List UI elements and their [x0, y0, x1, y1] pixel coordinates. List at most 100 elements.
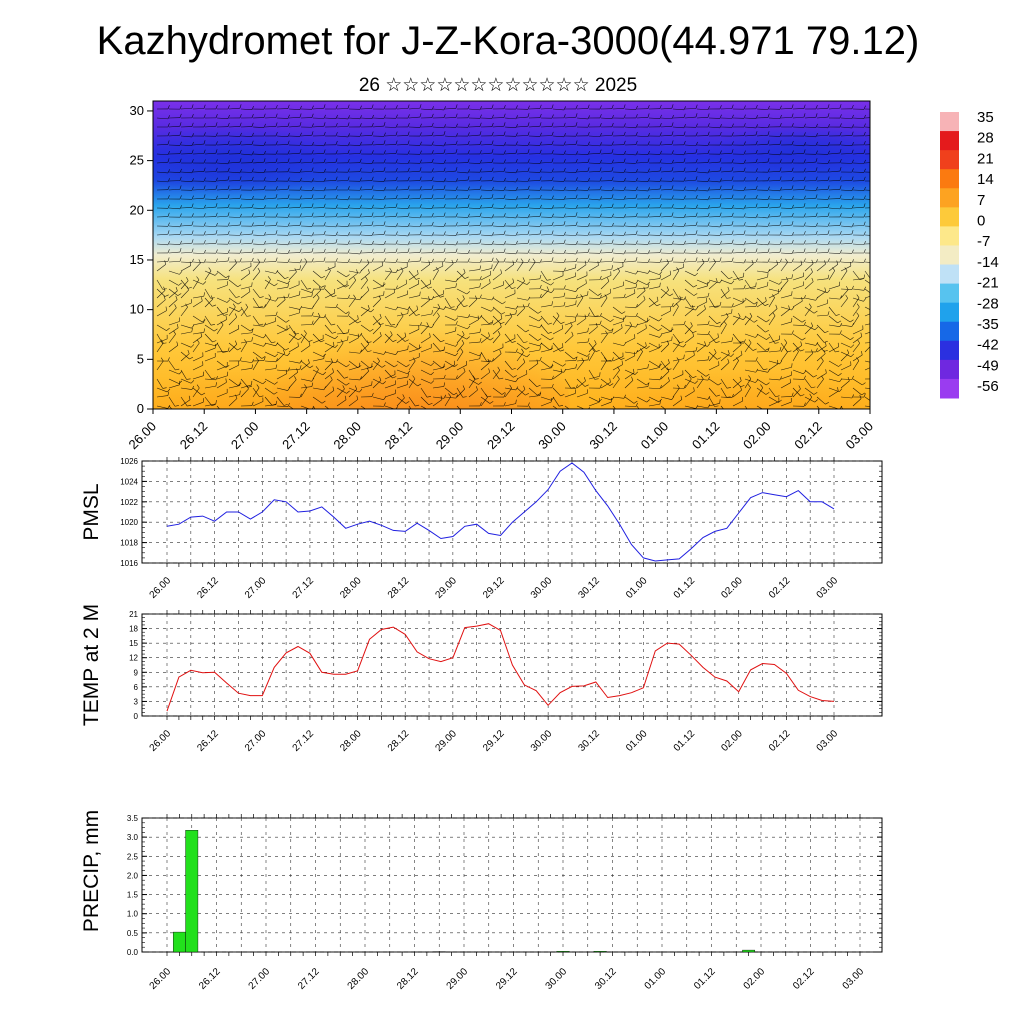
warm-core-3: [600, 337, 880, 487]
wind-barb-flag: [871, 279, 875, 280]
wind-barb-flag: [876, 106, 878, 110]
ytick-label: 9: [134, 668, 139, 677]
section-ytick-label: 15: [130, 252, 144, 267]
colorbar-label: 7: [977, 192, 985, 209]
xtick-label: 30.00: [544, 966, 570, 992]
xtick-label: 01.00: [624, 728, 650, 754]
colorbar-label: -28: [977, 295, 999, 312]
colorbar-swatch: [940, 131, 959, 151]
wind-barb-flag: [876, 249, 877, 253]
colorbar-swatch: [940, 265, 959, 285]
wind-barb-flag: [876, 124, 878, 128]
TEMP at 2 M-axis-title: TEMP at 2 M: [80, 604, 103, 726]
colorbar-label: -56: [977, 378, 999, 395]
xtick-label: 02.00: [742, 966, 768, 992]
ytick-label: 2.0: [127, 871, 139, 880]
section-ytick-label: 25: [130, 153, 144, 168]
cold-core-2: [710, 125, 890, 175]
wind-barb-flag: [876, 158, 877, 162]
wind-barb-flag: [824, 413, 828, 414]
xtick-label: 03.00: [841, 966, 867, 992]
wind-barb-flag: [728, 413, 732, 414]
chart-title: Kazhydromet for J-Z-Kora-3000(44.971 79.…: [97, 19, 920, 63]
wind-barb-flag: [876, 213, 877, 217]
section-xtick-label: 27.12: [279, 419, 313, 453]
ytick-label: 1.0: [127, 910, 139, 919]
colorbar-label: -35: [977, 316, 999, 333]
ytick-label: 1026: [120, 457, 138, 466]
PMSL-frame: [142, 461, 882, 563]
xtick-label: 26.12: [195, 575, 221, 601]
wind-barb-flag: [876, 177, 877, 181]
wind-barb-flag: [298, 410, 301, 412]
section-xtick-label: 28.12: [382, 419, 416, 453]
xtick-label: 27.00: [247, 966, 273, 992]
xtick-label: 01.12: [692, 966, 718, 992]
colorbar-swatch: [940, 245, 959, 265]
colorbar-swatch: [940, 207, 959, 227]
xtick-label: 01.00: [624, 575, 650, 601]
wind-barb-flag: [224, 413, 228, 414]
PRECIP, mm-axis-title: PRECIP, mm: [80, 810, 103, 932]
wind-barb-flag: [670, 410, 673, 412]
xtick-label: 02.12: [767, 575, 793, 601]
section-xtick-label: 26.12: [177, 419, 211, 453]
warm-core-1: [270, 272, 570, 552]
xtick-label: 27.12: [291, 728, 317, 754]
wind-barb-flag: [876, 169, 878, 173]
ytick-label: 21: [129, 610, 138, 619]
section-xtick-label: 27.00: [228, 419, 262, 453]
wind-barb-flag: [876, 131, 877, 135]
wind-barb-flag: [876, 360, 878, 363]
ytick-label: 1022: [120, 498, 138, 507]
colorbar-swatch: [940, 379, 959, 399]
section-ytick-label: 5: [137, 351, 144, 366]
xtick-label: 01.12: [672, 575, 698, 601]
section-xtick-label: 01.12: [689, 419, 723, 453]
ytick-label: 18: [129, 625, 138, 634]
colorbar-label: 28: [977, 130, 994, 147]
colorbar-label: -49: [977, 357, 999, 374]
wind-barb-flag: [370, 410, 373, 412]
xtick-label: 28.00: [338, 575, 364, 601]
xtick-label: 30.12: [576, 728, 602, 754]
colorbar-swatch: [940, 303, 959, 323]
xtick-label: 26.00: [148, 575, 174, 601]
wind-barb-flag: [874, 293, 877, 295]
wind-barb-flag: [871, 340, 873, 344]
colorbar-label: 21: [977, 150, 994, 167]
ytick-label: 0.5: [127, 929, 139, 938]
wind-barb-flag: [847, 415, 851, 416]
wind-barb-flag: [319, 414, 323, 415]
xtick-label: 26.00: [148, 966, 174, 992]
wind-barb-flag: [876, 375, 877, 379]
xtick-label: 28.00: [346, 966, 372, 992]
xtick-label: 28.12: [386, 728, 412, 754]
xtick-label: 29.12: [481, 728, 507, 754]
ytick-label: 1024: [120, 477, 138, 486]
wind-barb-flag: [876, 187, 878, 191]
xtick-label: 29.00: [434, 728, 460, 754]
xtick-label: 27.12: [296, 966, 322, 992]
wind-barb-flag: [876, 204, 877, 208]
wind-barb-flag: [876, 259, 878, 263]
xtick-label: 26.12: [197, 966, 223, 992]
xtick-label: 01.00: [643, 966, 669, 992]
section-xtick-label: 02.12: [791, 419, 825, 453]
xtick-label: 28.12: [395, 966, 421, 992]
colorbar-label: -21: [977, 275, 999, 292]
wind-barb-flag: [876, 338, 877, 342]
wind-barb-flag: [876, 319, 877, 323]
ytick-label: 2.5: [127, 852, 139, 861]
ytick-label: 0.0: [127, 948, 139, 957]
xtick-label: 03.00: [815, 728, 841, 754]
xtick-label: 30.12: [593, 966, 619, 992]
colorbar-swatch: [940, 322, 959, 342]
PMSL-axis-title: PMSL: [80, 483, 103, 540]
precip-bar: [557, 951, 569, 952]
section-ytick-label: 20: [130, 202, 144, 217]
